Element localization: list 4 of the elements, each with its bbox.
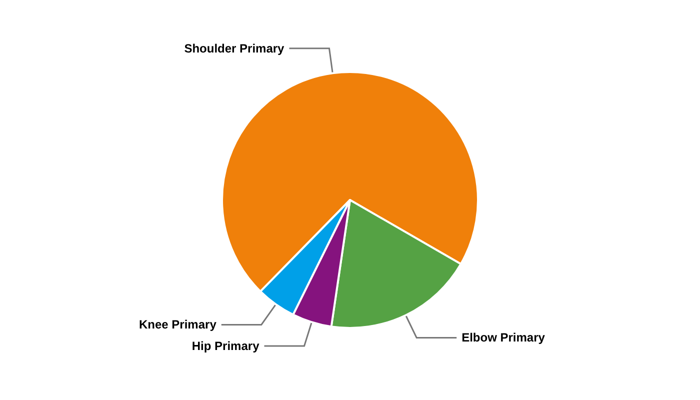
slice-label: Elbow Primary <box>462 330 546 345</box>
slice-label: Shoulder Primary <box>184 41 285 56</box>
slice-label: Knee Primary <box>138 318 217 332</box>
slice-label: Hip Primary <box>192 339 260 353</box>
